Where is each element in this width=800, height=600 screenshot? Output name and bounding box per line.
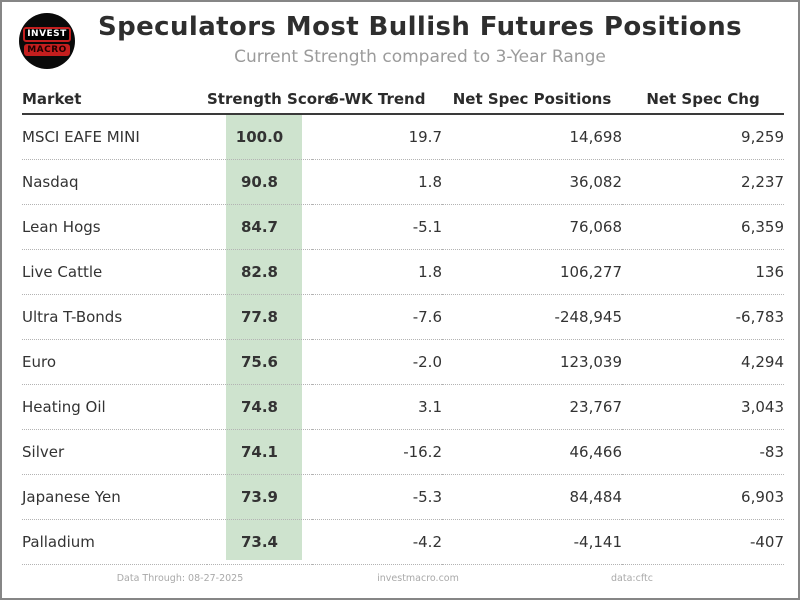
strength-score-cell: 82.8	[207, 249, 312, 295]
table-row: Euro 75.6 -2.0 123,039 4,294	[22, 339, 784, 385]
futures-positions-table: Market Strength Score 6-WK Trend Net Spe…	[22, 84, 784, 565]
logo-macro-text: MACRO	[24, 43, 70, 56]
6wk-trend-cell: 3.1	[312, 384, 442, 430]
market-cell: Live Cattle	[22, 249, 207, 295]
net-spec-positions-cell: 46,466	[442, 429, 622, 475]
strength-score-cell: 73.4	[207, 519, 312, 565]
footer-data-through: Data Through: 08-27-2025	[116, 573, 244, 584]
6wk-trend-cell: -16.2	[312, 429, 442, 475]
market-cell: Silver	[22, 429, 207, 475]
net-spec-chg-cell: 6,359	[622, 204, 784, 250]
table-row: Ultra T-Bonds 77.8 -7.6 -248,945 -6,783	[22, 294, 784, 340]
6wk-trend-cell: 1.8	[312, 249, 442, 295]
strength-score-cell: 73.9	[207, 474, 312, 520]
logo-invest-text: INVEST	[23, 26, 71, 42]
market-cell: Heating Oil	[22, 384, 207, 430]
market-cell: Euro	[22, 339, 207, 385]
table-header-row: Market Strength Score 6-WK Trend Net Spe…	[22, 84, 784, 115]
column-header-6wk-trend: 6-WK Trend	[312, 84, 442, 115]
net-spec-chg-cell: 6,903	[622, 474, 784, 520]
net-spec-positions-cell: 123,039	[442, 339, 622, 385]
net-spec-positions-cell: 14,698	[442, 114, 622, 160]
page-subtitle: Current Strength compared to 3-Year Rang…	[234, 47, 606, 67]
6wk-trend-cell: 19.7	[312, 114, 442, 160]
net-spec-chg-cell: -83	[622, 429, 784, 475]
6wk-trend-cell: -2.0	[312, 339, 442, 385]
net-spec-positions-cell: -4,141	[442, 519, 622, 565]
net-spec-chg-cell: 4,294	[622, 339, 784, 385]
footer-site: investmacro.com	[377, 573, 459, 584]
6wk-trend-cell: 1.8	[312, 159, 442, 205]
footer-data-source: data:cftc	[611, 573, 653, 584]
strength-score-cell: 100.0	[207, 114, 312, 160]
strength-score-cell: 75.6	[207, 339, 312, 385]
6wk-trend-cell: -5.1	[312, 204, 442, 250]
column-header-strength-score: Strength Score	[207, 84, 335, 115]
column-header-market: Market	[22, 84, 207, 115]
net-spec-positions-cell: 106,277	[442, 249, 622, 295]
net-spec-positions-cell: 84,484	[442, 474, 622, 520]
table-row: Nasdaq 90.8 1.8 36,082 2,237	[22, 159, 784, 205]
net-spec-positions-cell: 76,068	[442, 204, 622, 250]
table-row: Lean Hogs 84.7 -5.1 76,068 6,359	[22, 204, 784, 250]
strength-score-cell: 84.7	[207, 204, 312, 250]
table-row: Japanese Yen 73.9 -5.3 84,484 6,903	[22, 474, 784, 520]
net-spec-chg-cell: -6,783	[622, 294, 784, 340]
net-spec-chg-cell: 2,237	[622, 159, 784, 205]
market-cell: Lean Hogs	[22, 204, 207, 250]
table-row: MSCI EAFE MINI 100.0 19.7 14,698 9,259	[22, 114, 784, 160]
table-row: Palladium 73.4 -4.2 -4,141 -407	[22, 519, 784, 565]
strength-score-cell: 74.1	[207, 429, 312, 475]
net-spec-positions-cell: 23,767	[442, 384, 622, 430]
column-header-net-spec-chg: Net Spec Chg	[622, 84, 784, 115]
table-row: Live Cattle 82.8 1.8 106,277 136	[22, 249, 784, 295]
market-cell: MSCI EAFE MINI	[22, 114, 207, 160]
net-spec-chg-cell: -407	[622, 519, 784, 565]
table-row: Heating Oil 74.8 3.1 23,767 3,043	[22, 384, 784, 430]
strength-score-cell: 90.8	[207, 159, 312, 205]
net-spec-positions-cell: 36,082	[442, 159, 622, 205]
strength-score-cell: 77.8	[207, 294, 312, 340]
market-cell: Ultra T-Bonds	[22, 294, 207, 340]
6wk-trend-cell: -7.6	[312, 294, 442, 340]
net-spec-chg-cell: 136	[622, 249, 784, 295]
6wk-trend-cell: -4.2	[312, 519, 442, 565]
strength-score-cell: 74.8	[207, 384, 312, 430]
market-cell: Nasdaq	[22, 159, 207, 205]
market-cell: Palladium	[22, 519, 207, 565]
6wk-trend-cell: -5.3	[312, 474, 442, 520]
net-spec-chg-cell: 9,259	[622, 114, 784, 160]
market-cell: Japanese Yen	[22, 474, 207, 520]
investmacro-logo-icon: INVEST MACRO	[19, 13, 75, 69]
table-row: Silver 74.1 -16.2 46,466 -83	[22, 429, 784, 475]
net-spec-positions-cell: -248,945	[442, 294, 622, 340]
column-header-net-spec-positions: Net Spec Positions	[442, 84, 622, 115]
page-title: Speculators Most Bullish Futures Positio…	[98, 12, 742, 42]
net-spec-chg-cell: 3,043	[622, 384, 784, 430]
